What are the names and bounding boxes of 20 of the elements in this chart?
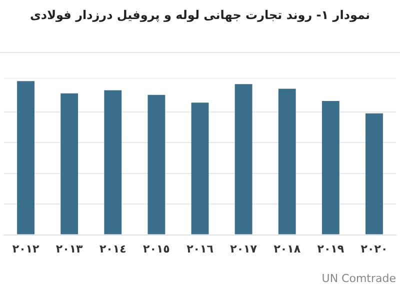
x-tick-label: ٢٠١٧ [230, 242, 258, 256]
bar [60, 93, 78, 234]
chart-title: نمودار ۱- روند تجارت جهانی لوله و پروفیل درزدار فولادی [0, 8, 400, 53]
bar [234, 84, 252, 234]
bar [322, 101, 340, 234]
x-tick-label: ٢٠١٩ [317, 242, 344, 256]
bar [17, 81, 34, 234]
x-tick-label: ٢٠١٢ [12, 242, 40, 256]
bar [278, 88, 296, 234]
x-tick-label: ٢٠١٤ [99, 242, 126, 256]
bar [191, 102, 209, 234]
bar [366, 113, 383, 234]
x-tick-label: ٢٠١٥ [143, 242, 170, 256]
x-tick-label: ٢٠٢٠ [360, 242, 388, 256]
x-tick-label: ٢٠١٣ [56, 242, 84, 256]
bar [104, 90, 122, 234]
x-tick-label: ٢٠١٨ [274, 242, 301, 256]
text: UN Comtrade [322, 272, 396, 285]
bar [148, 94, 166, 234]
x-tick-label: ٢٠١٦ [186, 242, 214, 256]
